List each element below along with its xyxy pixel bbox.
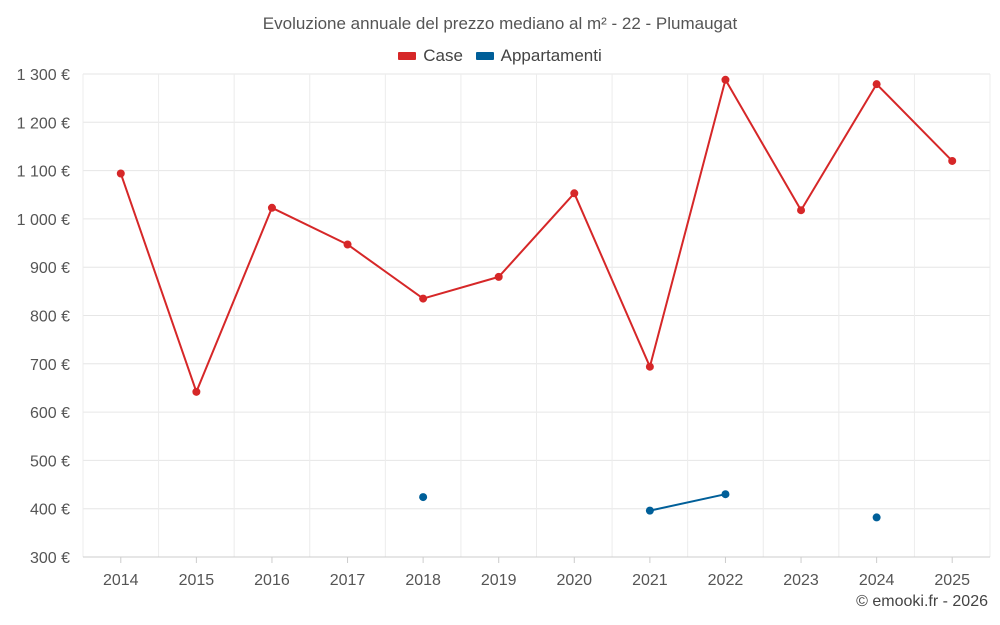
y-tick-label: 900 € — [30, 260, 70, 277]
data-point-case — [948, 156, 957, 165]
legend-label-appartamenti: Appartamenti — [500, 46, 602, 65]
x-tick-label: 2015 — [179, 572, 215, 589]
x-tick-label: 2020 — [556, 572, 592, 589]
data-point-appartamenti — [419, 493, 428, 502]
data-point-case — [797, 206, 806, 215]
legend-item-case[interactable]: Case — [398, 46, 463, 66]
data-point-case — [343, 240, 352, 249]
y-tick-label: 700 € — [30, 357, 70, 374]
data-point-case — [116, 169, 125, 178]
legend-item-appartamenti[interactable]: Appartamenti — [475, 46, 602, 66]
y-tick-label: 400 € — [30, 502, 70, 519]
data-point-case — [419, 294, 428, 303]
y-tick-label: 300 € — [30, 550, 70, 567]
data-point-case — [494, 272, 503, 281]
data-point-case — [267, 203, 276, 212]
data-point-case — [192, 387, 201, 396]
data-point-case — [570, 189, 579, 198]
y-tick-label: 500 € — [30, 453, 70, 470]
chart-title: Evoluzione annuale del prezzo mediano al… — [262, 14, 738, 33]
y-tick-label: 800 € — [30, 309, 70, 326]
data-point-appartamenti — [872, 513, 881, 522]
y-tick-label: 1 200 € — [17, 115, 70, 132]
credit-text: © emooki.fr - 2026 — [856, 593, 988, 610]
legend-label-case: Case — [423, 46, 463, 65]
x-tick-label: 2018 — [405, 572, 441, 589]
series-line-appartamenti — [649, 493, 726, 512]
data-point-appartamenti — [645, 506, 654, 515]
legend-swatch-case — [398, 52, 417, 60]
x-tick-label: 2023 — [783, 572, 819, 589]
y-tick-label: 600 € — [30, 405, 70, 422]
data-point-case — [721, 75, 730, 84]
data-point-appartamenti — [721, 490, 730, 499]
x-tick-label: 2021 — [632, 572, 668, 589]
x-tick-label: 2014 — [103, 572, 139, 589]
x-tick-label: 2025 — [934, 572, 970, 589]
x-tick-label: 2016 — [254, 572, 290, 589]
x-tick-label: 2022 — [708, 572, 744, 589]
y-tick-label: 1 300 € — [17, 67, 70, 84]
legend-swatch-appartamenti — [475, 52, 494, 60]
series-line-case — [119, 78, 953, 393]
legend: Case Appartamenti — [0, 45, 1000, 66]
x-tick-label: 2017 — [330, 572, 366, 589]
data-point-case — [645, 362, 654, 371]
x-tick-label: 2019 — [481, 572, 517, 589]
x-tick-label: 2024 — [859, 572, 895, 589]
y-tick-label: 1 100 € — [17, 164, 70, 181]
data-point-case — [872, 80, 881, 89]
y-tick-label: 1 000 € — [17, 212, 70, 229]
